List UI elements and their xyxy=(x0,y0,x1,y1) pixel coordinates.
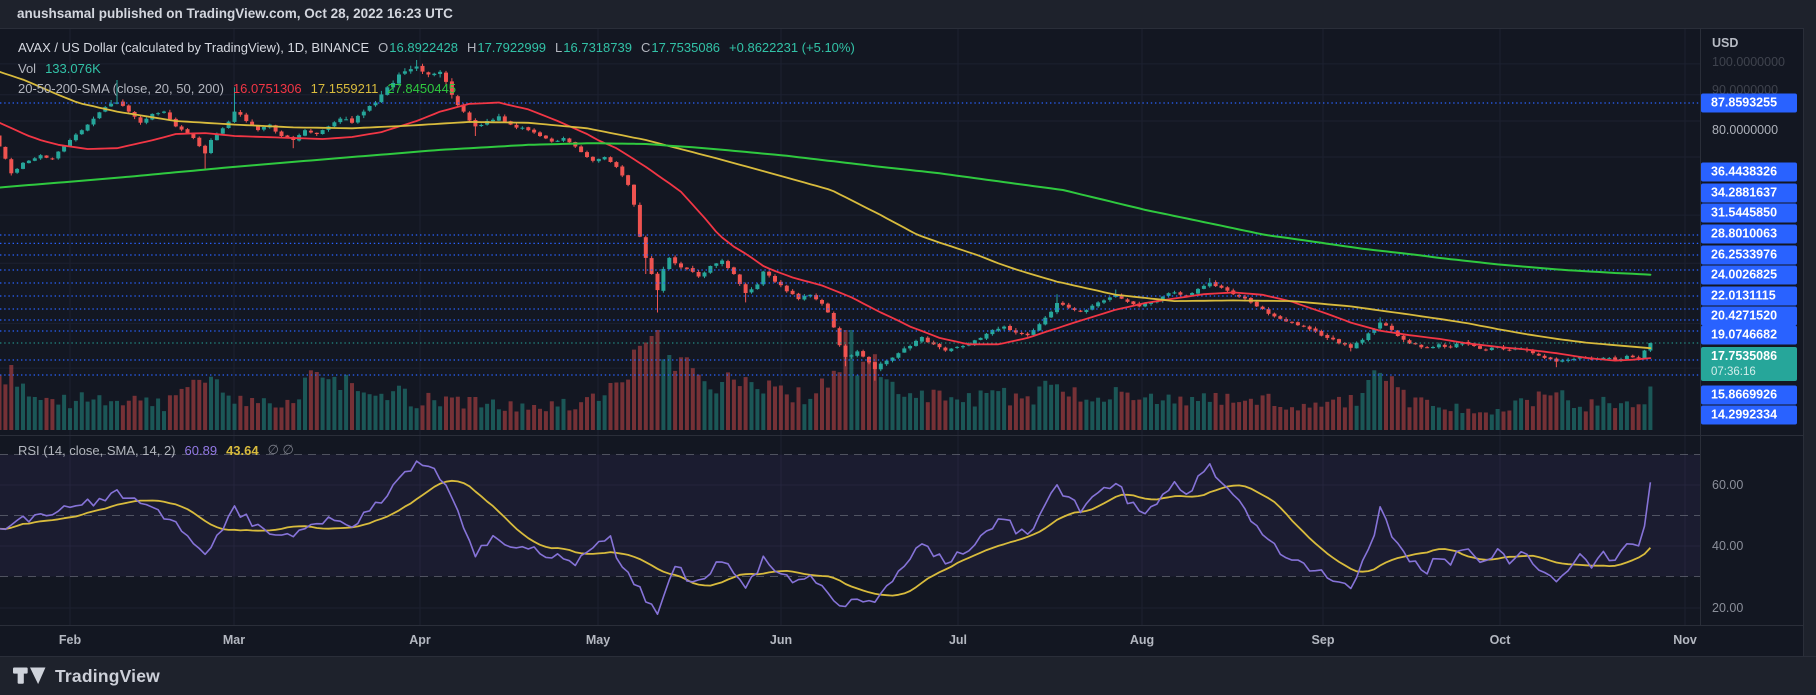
price-alert-label[interactable]: 31.5445850 xyxy=(1701,203,1797,223)
tradingview-logo-icon[interactable] xyxy=(13,665,47,687)
month-label-jun: Jun xyxy=(769,633,793,647)
price-axis-currency[interactable]: USD xyxy=(1712,36,1739,50)
time-axis-separator xyxy=(0,625,1803,626)
rsi-sma-line[interactable] xyxy=(0,479,1652,597)
footer-separator xyxy=(0,656,1816,657)
price-alert-label[interactable]: 24.0026825 xyxy=(1701,265,1797,285)
month-label-feb: Feb xyxy=(58,633,82,647)
rsi-grid-label: 20.00 xyxy=(1712,601,1744,615)
rsi-grid-label: 60.00 xyxy=(1712,478,1744,492)
widget-right-border xyxy=(1803,28,1804,657)
sma200-value: 27.8450445 xyxy=(387,81,457,96)
price-grid-label: 100.0000000 xyxy=(1712,55,1785,69)
volume-value: 133.076K xyxy=(45,61,101,76)
page-right-strip xyxy=(1803,28,1816,657)
month-label-aug: Aug xyxy=(1129,633,1155,647)
time-axis[interactable]: Feb Mar Apr May Jun Jul Aug Sep Oct Nov xyxy=(0,626,1700,656)
last-price-label[interactable]: 17.7535086 07:36:16 xyxy=(1701,347,1797,381)
sma20-line[interactable] xyxy=(0,101,1652,362)
price-axis[interactable]: USD 100.0000000 90.0000000 87.8593255 80.00… xyxy=(1700,28,1803,625)
ohlc-low: L16.7318739 xyxy=(555,40,632,55)
ohlc-high: H17.7922999 xyxy=(466,40,547,55)
rsi-band-values: ∅ ∅ xyxy=(267,442,294,457)
rsi-label: RSI (14, close, SMA, 14, 2) xyxy=(18,442,176,458)
sma200-line[interactable] xyxy=(0,142,1652,276)
rsi-band xyxy=(0,454,1700,577)
grid-lines xyxy=(0,29,1700,625)
price-alert-label[interactable]: 28.8010063 xyxy=(1701,224,1797,244)
ohlc-change: +0.8622231 (+5.10%) xyxy=(729,40,855,55)
published-attribution-line: anushsamal published on TradingView.com,… xyxy=(17,6,453,21)
page-bottom-strip xyxy=(0,657,1816,695)
rsi-grid-label: 40.00 xyxy=(1712,539,1744,553)
month-label-oct: Oct xyxy=(1489,633,1511,647)
month-label-sep: Sep xyxy=(1311,633,1335,647)
price-alert-label[interactable]: 15.8669926 xyxy=(1701,385,1797,405)
price-alert-label[interactable]: 26.2533976 xyxy=(1701,245,1797,265)
rsi-pane-separator[interactable] xyxy=(0,435,1803,436)
month-label-jul: Jul xyxy=(948,633,968,647)
sma-label: 20-50-200-SMA (close, 20, 50, 200) xyxy=(18,81,224,96)
ohlc-open: O16.8922428 xyxy=(378,40,458,55)
price-grid-label: 80.0000000 xyxy=(1712,123,1779,137)
month-label-apr: Apr xyxy=(409,633,431,647)
sma20-value: 16.0751306 xyxy=(232,81,302,96)
month-label-may: May xyxy=(585,633,611,647)
chart-top-border xyxy=(0,28,1803,29)
price-alert-label[interactable]: 20.4271520 xyxy=(1701,306,1797,326)
rsi-value: 60.89 xyxy=(184,442,218,458)
price-alert-label[interactable]: 22.0131115 xyxy=(1701,286,1797,306)
footer-brand-text[interactable]: TradingView xyxy=(55,665,160,686)
bar-countdown: 07:36:16 xyxy=(1711,366,1756,378)
price-alert-label[interactable]: 36.4438326 xyxy=(1701,162,1797,182)
ohlc-close: C17.7535086 xyxy=(640,40,721,55)
rsi-line[interactable] xyxy=(0,460,1652,616)
symbol-title: AVAX / US Dollar (calculated by TradingV… xyxy=(18,40,370,55)
rsi-sma-value: 43.64 xyxy=(226,442,259,458)
sma-legend-row[interactable]: 20-50-200-SMA (close, 20, 50, 200) 16.07… xyxy=(18,81,456,96)
price-alert-label[interactable]: 14.2992334 xyxy=(1701,405,1797,425)
candles xyxy=(0,60,1653,381)
volume-legend-row[interactable]: Vol 133.076K xyxy=(18,61,101,76)
symbol-legend-row[interactable]: AVAX / US Dollar (calculated by TradingV… xyxy=(18,40,855,55)
price-axis-border xyxy=(1700,28,1701,625)
price-alert-label[interactable]: 19.0746682 xyxy=(1701,325,1797,345)
price-alert-label[interactable]: 34.2881637 xyxy=(1701,183,1797,203)
volume-label: Vol xyxy=(18,61,37,76)
month-label-mar: Mar xyxy=(222,633,246,647)
sma50-line[interactable] xyxy=(0,71,1652,350)
sma50-value: 17.1559211 xyxy=(310,81,379,96)
footer-bar: TradingView xyxy=(0,657,1816,695)
rsi-legend-row[interactable]: RSI (14, close, SMA, 14, 2) 60.89 43.64 … xyxy=(18,442,294,458)
volume-bars xyxy=(0,330,1653,430)
month-label-nov: Nov xyxy=(1673,633,1697,647)
price-alert-label[interactable]: 87.8593255 xyxy=(1701,93,1797,113)
page-top-strip xyxy=(0,0,1816,28)
